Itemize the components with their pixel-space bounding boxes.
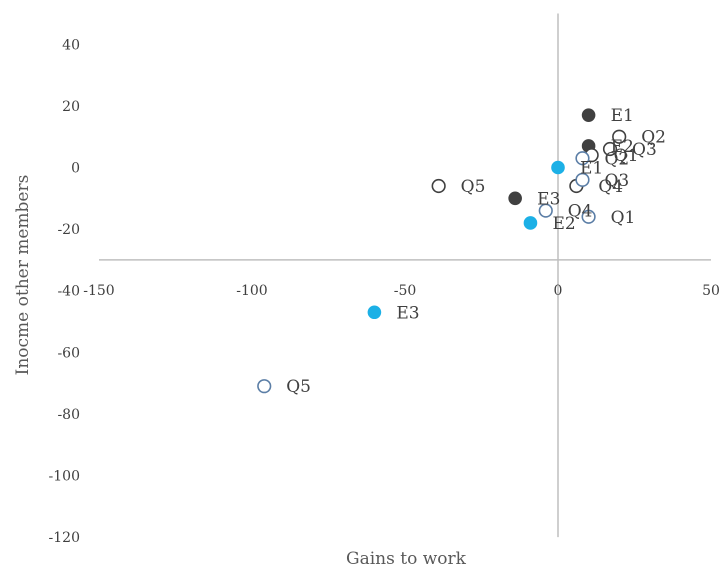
x-tick-label: 0 (554, 283, 563, 299)
data-point (612, 129, 627, 144)
x-tick-label: -50 (394, 283, 417, 299)
y-tick-label: -120 (49, 530, 80, 546)
data-point (523, 216, 538, 230)
data-label: Q2 (641, 128, 666, 148)
data-point (538, 203, 553, 218)
data-point (551, 160, 565, 175)
data-label: Q1 (611, 208, 636, 228)
data-label: Q3 (604, 171, 629, 191)
y-tick-label: -20 (57, 222, 80, 238)
x-tick-label: -150 (83, 283, 114, 299)
y-axis-title: Inocme other members (13, 175, 33, 376)
data-label: Q3 (632, 140, 657, 160)
data-label: E2 (552, 214, 575, 234)
data-point (602, 141, 618, 157)
data-label: E1 (580, 159, 603, 179)
data-point (367, 305, 382, 320)
data-label: Q1 (614, 146, 639, 166)
y-tick-label: -100 (49, 469, 80, 485)
data-label: Q4 (598, 177, 623, 197)
y-tick-label: 0 (71, 161, 80, 177)
data-label: Q4 (568, 202, 593, 222)
data-point (508, 191, 522, 206)
y-tick-label: 40 (62, 37, 80, 53)
y-tick-label: -80 (57, 407, 80, 423)
data-point (581, 108, 596, 122)
axes (99, 13, 711, 538)
data-point (257, 379, 272, 394)
data-label: Q5 (461, 177, 486, 197)
y-tick-label: -40 (57, 284, 80, 300)
data-point (575, 151, 590, 166)
data-label: E3 (396, 303, 419, 323)
x-tick-label: 50 (702, 283, 720, 299)
data-label: E1 (611, 106, 634, 126)
data-points (257, 108, 627, 394)
x-tick-label: -100 (236, 283, 267, 299)
data-label: E2 (611, 137, 634, 157)
tick-labels: -150 -100 -50 0 50 40 20 0 -20 -40 -60 -80 -100 -120 (49, 37, 720, 546)
x-axis-title: Gains to work (346, 549, 467, 569)
y-tick-label: 20 (62, 99, 80, 115)
data-label: Q5 (286, 377, 311, 397)
data-label: E3 (537, 189, 560, 209)
data-point (431, 178, 446, 194)
data-point (581, 209, 596, 224)
y-tick-label: -60 (57, 345, 80, 361)
data-label: Q2 (604, 149, 629, 169)
data-point (575, 172, 590, 187)
